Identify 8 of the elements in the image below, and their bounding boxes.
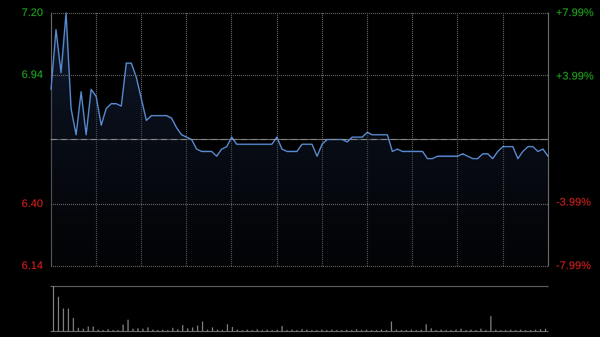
y2-tick-label: -7.99% [556,260,592,272]
y-tick-label: 6.14 [22,260,43,272]
y2-tick-label: +7.99% [556,7,594,19]
y2-tick-label: +3.99% [556,70,594,82]
y-tick-label: 6.94 [22,69,43,82]
y2-tick-label: -3.99% [556,196,592,209]
y-tick-label: 7.20 [22,7,43,19]
y-tick-label: 6.40 [22,198,43,210]
